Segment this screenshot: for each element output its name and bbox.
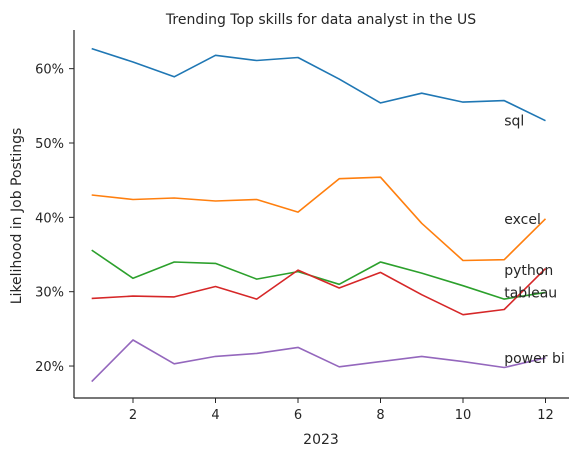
x-axis-label: 2023 xyxy=(303,432,339,448)
series-labels: sql excel python tableau power bi xyxy=(504,114,565,367)
y-tick-label: 30% xyxy=(35,286,64,301)
x-tick-label: 10 xyxy=(455,408,472,423)
x-tick-label: 6 xyxy=(294,408,302,423)
series-label-excel: excel xyxy=(504,212,541,228)
y-tick-label: 60% xyxy=(35,63,64,78)
series-line-python xyxy=(91,249,546,300)
series-label-python: python xyxy=(504,263,553,279)
y-tick-label: 40% xyxy=(35,211,64,226)
x-tick-label: 8 xyxy=(376,408,384,423)
axes: 2 4 6 8 10 12 20% 30% 40% 50% 60% xyxy=(35,30,569,423)
chart-title: Trending Top skills for data analyst in … xyxy=(165,12,476,28)
series-line-tableau xyxy=(91,268,547,316)
series-line-sql xyxy=(91,47,546,122)
y-axis-label: Likelihood in Job Postings xyxy=(9,128,25,305)
y-tick-label: 50% xyxy=(35,137,64,152)
series-lines xyxy=(91,47,547,383)
series-label-power-bi: power bi xyxy=(504,351,565,367)
series-label-sql: sql xyxy=(504,114,524,130)
series-line-power-bi xyxy=(91,339,546,383)
x-tick-label: 12 xyxy=(537,408,554,423)
x-tick-label: 2 xyxy=(129,408,137,423)
y-tick-label: 20% xyxy=(35,360,64,375)
series-label-tableau: tableau xyxy=(504,285,557,301)
x-tick-label: 4 xyxy=(211,408,219,423)
series-line-excel xyxy=(91,176,547,262)
